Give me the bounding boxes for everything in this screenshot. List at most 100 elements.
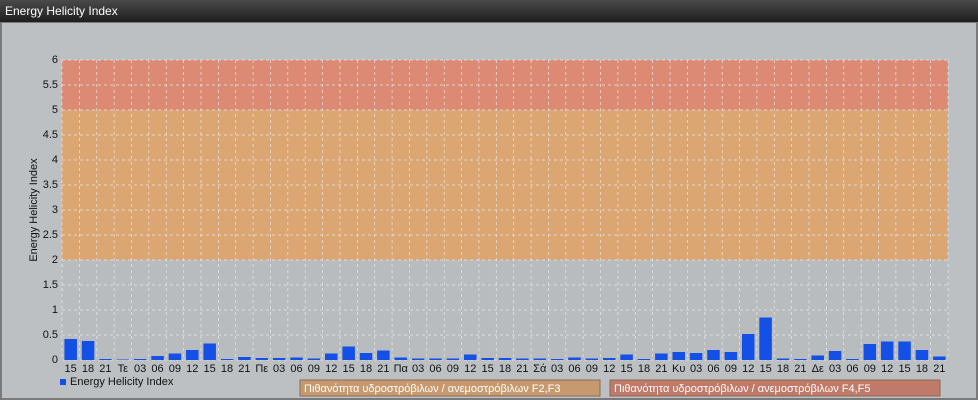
x-tick-label: 12: [464, 363, 476, 375]
y-tick-label: 6: [52, 54, 58, 66]
x-tick-label: 09: [725, 363, 737, 375]
bar: [151, 356, 164, 360]
x-tick-label: 21: [794, 363, 806, 375]
y-tick-label: 0: [52, 354, 58, 366]
band-legend-box: [609, 379, 941, 397]
x-tick-label: 09: [447, 363, 459, 375]
x-tick-label: 15: [343, 363, 355, 375]
x-tick-label: 06: [429, 363, 441, 375]
bar: [377, 350, 390, 360]
bar: [620, 354, 633, 360]
bar: [116, 359, 130, 360]
x-tick-label: 03: [690, 363, 702, 375]
x-tick-label: 09: [308, 363, 320, 375]
bar: [655, 353, 668, 360]
x-tick-label: Δε: [812, 363, 824, 375]
bar: [411, 358, 425, 360]
bar: [811, 355, 824, 360]
bar: [429, 358, 442, 360]
bar: [828, 351, 842, 360]
x-tick-label: 12: [603, 363, 615, 375]
bar: [64, 339, 77, 360]
x-tick-label: 21: [655, 363, 667, 375]
x-tick-label: 09: [864, 363, 876, 375]
x-tick-label: 06: [568, 363, 580, 375]
x-tick-label: Πα: [394, 363, 409, 375]
bar: [186, 350, 199, 360]
y-tick-label: 4.5: [43, 129, 58, 141]
y-axis-title: Energy Helicity Index: [28, 158, 40, 262]
bar: [533, 358, 546, 360]
x-tick-label: 21: [99, 363, 111, 375]
x-tick-label: 03: [829, 363, 841, 375]
x-tick-label: 15: [759, 363, 771, 375]
header-title: Energy Helicity Index: [5, 4, 118, 18]
legend-swatch: [60, 379, 66, 385]
header: [0, 0, 978, 22]
x-tick-label: 06: [290, 363, 302, 375]
x-tick-label: Σά: [533, 363, 547, 375]
bar: [776, 358, 790, 360]
y-tick-label: 2: [52, 254, 58, 266]
bar: [464, 354, 477, 360]
bar: [394, 357, 408, 360]
bar: [307, 358, 321, 360]
y-tick-label: 1: [52, 304, 58, 316]
x-tick-label: 06: [846, 363, 858, 375]
bar: [672, 352, 685, 360]
x-tick-label: 12: [186, 363, 198, 375]
x-tick-label: Κυ: [672, 363, 685, 375]
bar: [724, 352, 738, 360]
x-tick-label: 03: [273, 363, 285, 375]
bar: [741, 334, 755, 360]
bar: [359, 353, 373, 360]
x-tick-label: 21: [516, 363, 528, 375]
x-tick-label: Πε: [255, 363, 268, 375]
bar: [880, 341, 894, 360]
bar: [568, 357, 581, 360]
bar: [446, 358, 460, 360]
y-tick-label: 2.5: [43, 229, 58, 241]
bar: [637, 359, 651, 360]
bar: [99, 359, 112, 360]
x-tick-label: 18: [777, 363, 789, 375]
y-tick-label: 3.5: [43, 179, 58, 191]
x-tick-label: 18: [916, 363, 928, 375]
bar: [846, 359, 859, 360]
bar: [915, 350, 929, 360]
x-tick-label: 12: [325, 363, 337, 375]
y-tick-label: 0.5: [43, 329, 58, 341]
legend-label: Energy Helicity Index: [70, 376, 174, 388]
bar: [203, 343, 216, 360]
bar: [220, 359, 234, 360]
bar: [585, 358, 599, 360]
y-tick-label: 1.5: [43, 279, 58, 291]
x-tick-label: 21: [238, 363, 250, 375]
bar: [238, 357, 251, 360]
bar: [933, 356, 946, 360]
bar: [81, 341, 95, 360]
x-tick-label: 12: [742, 363, 754, 375]
band-legend-label: Πιθανότητα υδροστρόβιλων / ανεμοστρόβιλω…: [614, 383, 871, 395]
x-tick-label: 18: [82, 363, 94, 375]
y-tick-label: 5: [52, 104, 58, 116]
bar: [272, 358, 286, 360]
bar: [550, 359, 564, 360]
x-tick-label: 06: [151, 363, 163, 375]
x-tick-label: 12: [881, 363, 893, 375]
x-tick-label: 15: [65, 363, 77, 375]
x-tick-label: 15: [204, 363, 216, 375]
bar: [255, 358, 269, 360]
x-tick-label: 06: [707, 363, 719, 375]
y-tick-label: 4: [52, 154, 58, 166]
x-tick-label: 18: [360, 363, 372, 375]
x-tick-label: 15: [898, 363, 910, 375]
bar: [342, 346, 355, 360]
x-tick-label: 15: [620, 363, 632, 375]
band-legend-label: Πιθανότητα υδροστρόβιλων / ανεμοστρόβιλω…: [304, 383, 561, 395]
x-tick-label: Τε: [118, 363, 129, 375]
bar: [602, 358, 616, 360]
bar: [516, 358, 529, 360]
bar: [481, 358, 494, 360]
